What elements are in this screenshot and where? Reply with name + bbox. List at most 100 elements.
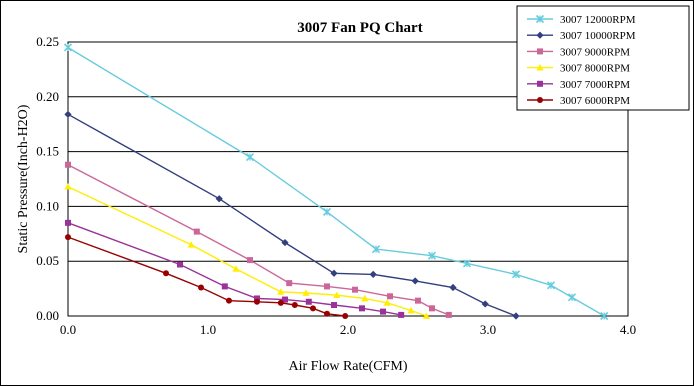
data-point	[371, 245, 381, 254]
x-tick-label: 2.0	[340, 322, 356, 337]
series-group	[63, 43, 609, 321]
data-point	[415, 297, 421, 304]
data-point	[407, 306, 415, 314]
legend-label: 3007 9000RPM	[560, 46, 630, 58]
y-tick-label: 0.00	[36, 308, 59, 323]
y-axis-label: Static Pressure(Inch-H2O)	[16, 104, 31, 253]
data-point	[481, 300, 489, 308]
data-point	[361, 294, 369, 302]
legend-label: 3007 8000RPM	[560, 63, 630, 75]
data-point	[247, 257, 253, 264]
data-point	[302, 289, 310, 296]
legend-marker	[535, 14, 545, 24]
data-point	[387, 293, 393, 300]
data-point	[512, 312, 520, 320]
data-point	[342, 313, 349, 319]
data-point	[226, 297, 232, 304]
legend: 3007 12000RPM 3007 10000RPM 3007 9000RPM 30…	[516, 5, 690, 111]
data-point	[63, 43, 73, 52]
data-point	[277, 299, 284, 306]
legend-marker	[536, 31, 544, 39]
data-point	[245, 153, 255, 162]
data-point	[429, 305, 435, 312]
data-point	[511, 270, 521, 279]
x-tick-label: 0.0	[60, 322, 76, 337]
data-point	[462, 259, 472, 268]
y-tick-label: 0.25	[36, 34, 59, 49]
series-2	[65, 161, 452, 318]
data-point	[369, 270, 377, 278]
data-point	[305, 298, 312, 305]
x-tick-label: 3.0	[480, 322, 496, 337]
data-point	[427, 251, 437, 260]
data-point	[281, 238, 289, 247]
data-point	[277, 288, 285, 295]
data-point	[398, 311, 405, 318]
legend-label: 3007 12000RPM	[560, 14, 636, 26]
data-point	[600, 311, 609, 321]
series-line	[67, 186, 427, 317]
legend-item: 3007 10000RPM	[527, 30, 636, 42]
data-point	[193, 228, 200, 235]
data-point	[310, 305, 316, 312]
legend-item: 3007 9000RPM	[527, 46, 630, 58]
data-point	[65, 219, 71, 226]
y-tick-label: 0.05	[36, 253, 59, 268]
legend-box	[516, 5, 690, 111]
series-5	[65, 234, 349, 319]
series-line	[67, 46, 605, 317]
data-point	[324, 310, 330, 317]
legend-label: 3007 7000RPM	[560, 79, 630, 91]
data-point	[330, 269, 338, 277]
data-point	[324, 283, 330, 290]
series-4	[65, 219, 405, 318]
series-0	[63, 43, 609, 321]
data-point	[64, 110, 72, 118]
y-tick-label: 0.15	[36, 144, 59, 159]
series-3	[64, 183, 430, 319]
data-point	[411, 277, 419, 285]
series-line	[67, 222, 402, 316]
data-point	[322, 207, 332, 216]
y-tick-label: 0.20	[36, 89, 59, 104]
legend-label: 3007 10000RPM	[560, 30, 636, 42]
data-point	[254, 298, 260, 305]
data-point	[359, 305, 365, 312]
data-point	[163, 270, 169, 277]
data-point	[215, 195, 223, 203]
legend-item: 3007 8000RPM	[527, 63, 630, 75]
data-point	[65, 234, 71, 241]
data-point	[282, 296, 288, 303]
legend-marker	[537, 80, 543, 87]
data-point	[352, 286, 358, 293]
data-point	[187, 241, 195, 248]
data-point	[449, 283, 457, 292]
x-tick-label: 1.0	[200, 322, 216, 337]
data-point	[567, 293, 577, 302]
data-point	[254, 295, 260, 302]
legend-label: 3007 6000RPM	[560, 95, 630, 107]
y-tick-labels: 0.00 0.05 0.10 0.15 0.20 0.25	[36, 34, 59, 323]
legend-marker	[536, 64, 544, 71]
data-point	[198, 284, 204, 291]
data-point	[331, 302, 337, 309]
x-tick-label: 4.0	[620, 322, 636, 337]
x-axis-label: Air Flow Rate(CFM)	[289, 359, 408, 374]
data-point	[65, 161, 71, 168]
y-tick-label: 0.10	[36, 198, 59, 213]
data-point	[221, 283, 228, 290]
series-1	[64, 110, 520, 320]
data-point	[546, 281, 556, 290]
data-point	[232, 265, 240, 272]
chart-title: 3007 Fan PQ Chart	[297, 20, 422, 36]
series-line	[67, 236, 346, 317]
data-point	[383, 299, 391, 306]
data-point	[380, 308, 386, 315]
legend-marker	[537, 97, 543, 103]
data-point	[177, 261, 183, 268]
data-point	[286, 280, 293, 287]
data-point	[291, 302, 298, 309]
data-point	[64, 183, 72, 190]
legend-item: 3007 7000RPM	[527, 79, 630, 91]
